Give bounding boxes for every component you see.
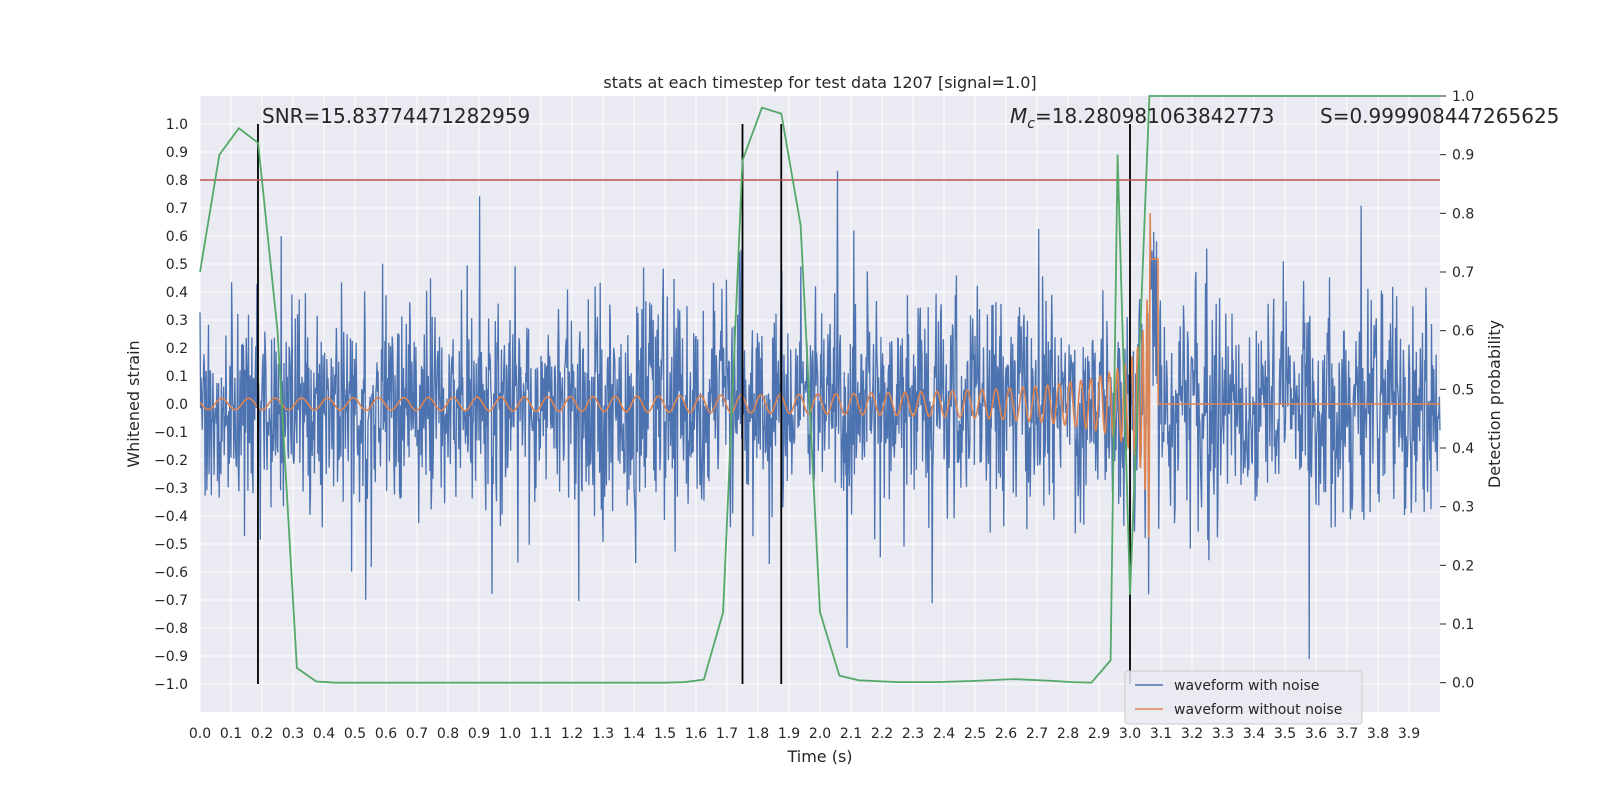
x-tick-label: 1.3	[592, 726, 614, 742]
x-tick-label: 0.3	[282, 726, 304, 742]
chart-title: stats at each timestep for test data 120…	[603, 73, 1036, 92]
y-tick-label: 0.7	[166, 201, 188, 217]
x-tick-label: 3.0	[1119, 726, 1141, 742]
y-tick-label: −0.7	[154, 593, 188, 609]
x-tick-label: 2.4	[933, 726, 955, 742]
x-tick-label: 3.8	[1367, 726, 1389, 742]
x-tick-label: 2.3	[902, 726, 924, 742]
y-tick-label: 1.0	[166, 117, 188, 133]
y2-axis-label: Detection probability	[1485, 320, 1504, 488]
x-tick-label: 1.6	[685, 726, 707, 742]
legend: waveform with noise waveform without noi…	[1124, 670, 1363, 725]
x-tick-label: 3.5	[1274, 726, 1296, 742]
x-axis-ticks: 0.0 0.1 0.2 0.3 0.4 0.5 0.6 0.7 0.8 0.9 1.0 1.1 1.2 1…	[189, 726, 1420, 742]
x-tick-label: 2.9	[1088, 726, 1110, 742]
y-tick-label: −0.1	[154, 425, 188, 441]
y-tick-label: −0.5	[154, 537, 188, 553]
noisy-waveform-line	[199, 170, 1441, 660]
y-axis-label: Whitened strain	[124, 340, 143, 467]
y2-tick-label: 0.4	[1452, 441, 1474, 457]
x-tick-label: 1.8	[747, 726, 769, 742]
y2-tick-label: 0.5	[1452, 382, 1474, 398]
y-tick-label: 0.2	[166, 341, 188, 357]
x-axis-label: Time (s)	[786, 747, 852, 766]
y-tick-label: −1.0	[154, 677, 188, 693]
x-tick-label: 3.2	[1181, 726, 1203, 742]
x-tick-label: 1.0	[499, 726, 521, 742]
y2-tick-label: 0.0	[1452, 676, 1474, 692]
y-tick-label: 0.3	[166, 313, 188, 329]
series-waveform-with-noise	[199, 170, 1441, 660]
mc-value: =18.280981063842773	[1035, 104, 1274, 128]
y-tick-label: −0.4	[154, 509, 188, 525]
mc-symbol: M	[1010, 104, 1027, 128]
series-detection-probability	[199, 95, 1440, 684]
x-tick-label: 3.7	[1336, 726, 1358, 742]
mc-annotation: Mc=18.280981063842773	[1010, 104, 1274, 132]
y2-tick-label: 0.1	[1452, 617, 1474, 633]
x-tick-label: 0.6	[375, 726, 397, 742]
y-tick-label: −0.3	[154, 481, 188, 497]
x-tick-label: 2.1	[840, 726, 862, 742]
y2-tick-label: 0.7	[1452, 265, 1474, 281]
snr-annotation: SNR=15.83774471282959	[262, 104, 530, 128]
y-tick-label: 0.6	[166, 229, 188, 245]
x-tick-label: 1.4	[623, 726, 645, 742]
x-tick-label: 1.7	[716, 726, 738, 742]
x-tick-label: 0.7	[406, 726, 428, 742]
x-tick-label: 1.1	[530, 726, 552, 742]
x-tick-label: 0.9	[468, 726, 490, 742]
y-tick-label: −0.8	[154, 621, 188, 637]
legend-box	[1124, 670, 1363, 725]
y2-tick-label: 0.3	[1452, 500, 1474, 516]
y2-tick-label: 0.6	[1452, 324, 1474, 340]
y-tick-label: 0.1	[166, 369, 188, 385]
y-tick-label: 0.9	[166, 145, 188, 161]
y-tick-label: 0.4	[166, 285, 188, 301]
x-tick-label: 3.1	[1150, 726, 1172, 742]
y-tick-label: −0.6	[154, 565, 188, 581]
s-annotation: S=0.999908447265625	[1320, 104, 1559, 128]
x-tick-label: 3.4	[1243, 726, 1265, 742]
y-tick-label: 0.0	[166, 397, 188, 413]
x-tick-label: 0.5	[344, 726, 366, 742]
x-tick-label: 1.2	[561, 726, 583, 742]
x-tick-label: 0.8	[437, 726, 459, 742]
legend-label-clean: waveform without noise	[1174, 702, 1342, 718]
x-tick-label: 1.5	[654, 726, 676, 742]
x-tick-label: 0.2	[251, 726, 273, 742]
mc-subscript: c	[1027, 116, 1035, 132]
y-tick-label: −0.2	[154, 453, 188, 469]
x-tick-label: 0.4	[313, 726, 335, 742]
legend-label-noise: waveform with noise	[1174, 678, 1319, 694]
y2-tick-label: 0.2	[1452, 558, 1474, 574]
x-tick-label: 3.9	[1398, 726, 1420, 742]
x-tick-label: 2.7	[1026, 726, 1048, 742]
x-tick-label: 2.2	[871, 726, 893, 742]
y2-tick-label: 0.8	[1452, 206, 1474, 222]
x-tick-label: 2.8	[1057, 726, 1079, 742]
y2-axis-ticks: 1.0 0.9 0.8 0.7 0.6 0.5 0.4 0.3 0.2 0.1 0.0	[1440, 89, 1474, 692]
x-tick-label: 2.5	[964, 726, 986, 742]
x-tick-label: 2.0	[809, 726, 831, 742]
clean-waveform-line	[199, 212, 1440, 538]
y2-tick-label: 1.0	[1452, 89, 1474, 105]
y-axis-ticks: 1.0 0.9 0.8 0.7 0.6 0.5 0.4 0.3 0.2 0.1 0.0 −0.1 −0.…	[154, 117, 188, 693]
x-tick-label: 1.9	[778, 726, 800, 742]
y-tick-label: 0.8	[166, 173, 188, 189]
y2-tick-label: 0.9	[1452, 148, 1474, 164]
x-tick-label: 2.6	[995, 726, 1017, 742]
x-tick-label: 3.3	[1212, 726, 1234, 742]
detection-probability-line	[199, 95, 1440, 684]
y-tick-label: −0.9	[154, 649, 188, 665]
x-tick-label: 3.6	[1305, 726, 1327, 742]
series-waveform-without-noise	[199, 212, 1440, 538]
x-tick-label: 0.1	[220, 726, 242, 742]
y-tick-label: 0.5	[166, 257, 188, 273]
x-tick-label: 0.0	[189, 726, 211, 742]
